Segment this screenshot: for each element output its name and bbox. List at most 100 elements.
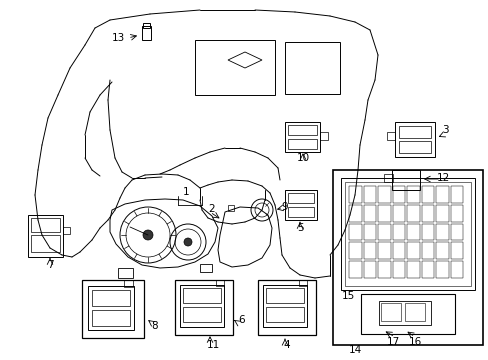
Bar xyxy=(92,290,130,306)
Bar xyxy=(180,285,224,327)
Bar xyxy=(421,186,433,203)
Text: 12: 12 xyxy=(435,173,448,183)
Bar xyxy=(183,288,221,303)
Bar xyxy=(392,261,404,278)
Bar xyxy=(200,264,212,272)
Bar xyxy=(363,186,375,203)
Bar xyxy=(142,26,151,40)
Text: 3: 3 xyxy=(441,125,447,135)
Text: 16: 16 xyxy=(407,337,421,347)
Bar xyxy=(63,227,70,234)
Bar xyxy=(392,205,404,222)
Bar xyxy=(124,280,133,287)
Bar xyxy=(287,139,316,149)
Text: 11: 11 xyxy=(206,340,219,350)
Bar xyxy=(31,218,60,232)
Bar xyxy=(377,242,390,259)
Bar xyxy=(287,193,313,203)
Bar xyxy=(377,205,390,222)
Bar xyxy=(386,132,394,140)
Bar xyxy=(175,280,232,335)
Bar xyxy=(383,174,392,182)
Text: 8: 8 xyxy=(151,321,158,331)
Bar xyxy=(404,303,424,321)
Bar xyxy=(449,186,462,203)
Bar xyxy=(118,268,133,278)
Bar xyxy=(28,215,63,257)
Bar xyxy=(392,224,404,240)
Bar xyxy=(398,141,430,153)
Bar xyxy=(449,205,462,222)
Bar xyxy=(363,261,375,278)
Bar xyxy=(263,285,306,327)
Bar xyxy=(392,186,404,203)
Bar xyxy=(449,242,462,259)
Bar xyxy=(435,242,447,259)
Bar xyxy=(449,261,462,278)
Bar xyxy=(285,122,319,152)
Bar xyxy=(319,132,327,140)
Bar xyxy=(340,178,474,290)
Bar xyxy=(183,307,221,322)
Bar xyxy=(82,280,143,338)
Bar xyxy=(421,242,433,259)
Bar xyxy=(394,122,434,157)
Circle shape xyxy=(183,238,192,246)
Bar xyxy=(377,261,390,278)
Bar xyxy=(406,205,419,222)
Bar xyxy=(435,186,447,203)
Bar xyxy=(377,186,390,203)
Text: 10: 10 xyxy=(296,153,309,163)
Bar xyxy=(391,170,419,190)
Bar xyxy=(421,224,433,240)
Text: 1: 1 xyxy=(183,187,189,197)
Text: 6: 6 xyxy=(238,315,245,325)
Bar xyxy=(406,261,419,278)
Bar xyxy=(287,207,313,217)
Bar xyxy=(348,186,361,203)
Text: 13: 13 xyxy=(111,33,124,43)
Bar xyxy=(363,242,375,259)
Bar xyxy=(348,261,361,278)
Bar xyxy=(31,235,60,252)
Bar xyxy=(378,301,430,325)
Text: 7: 7 xyxy=(46,260,53,270)
Bar xyxy=(298,280,306,286)
Bar xyxy=(363,224,375,240)
Bar xyxy=(406,186,419,203)
Text: 2: 2 xyxy=(208,204,215,214)
Bar xyxy=(142,23,150,28)
Bar xyxy=(285,42,339,94)
Bar xyxy=(406,224,419,240)
Bar xyxy=(332,170,482,345)
Bar xyxy=(421,261,433,278)
Bar xyxy=(227,205,234,211)
Bar xyxy=(265,288,304,303)
Bar xyxy=(345,182,470,286)
Bar xyxy=(287,125,316,135)
Bar xyxy=(265,307,304,322)
Text: 4: 4 xyxy=(283,340,290,350)
Bar xyxy=(360,294,454,334)
Circle shape xyxy=(142,230,153,240)
Bar xyxy=(380,303,400,321)
Bar xyxy=(406,242,419,259)
Bar xyxy=(348,205,361,222)
Bar xyxy=(88,286,134,330)
Bar xyxy=(435,205,447,222)
Bar xyxy=(348,242,361,259)
Bar xyxy=(377,224,390,240)
Bar xyxy=(363,205,375,222)
Bar xyxy=(285,190,316,220)
Bar xyxy=(348,224,361,240)
Bar xyxy=(449,224,462,240)
Bar xyxy=(92,310,130,326)
Bar xyxy=(435,224,447,240)
Text: 17: 17 xyxy=(386,337,399,347)
Bar xyxy=(398,126,430,138)
Text: 14: 14 xyxy=(347,345,361,355)
Text: 5: 5 xyxy=(296,223,303,233)
Text: 15: 15 xyxy=(341,291,354,301)
Bar xyxy=(392,242,404,259)
Text: 9: 9 xyxy=(281,202,288,212)
